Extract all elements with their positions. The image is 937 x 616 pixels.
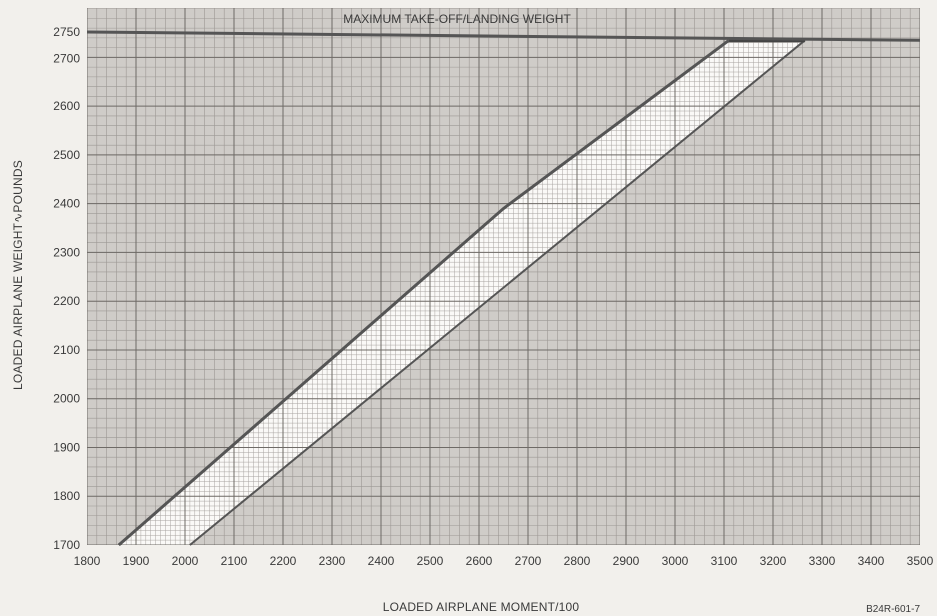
x-tick-label: 3300 xyxy=(809,554,836,568)
x-tick-label: 3000 xyxy=(662,554,689,568)
y-tick-label: 2300 xyxy=(53,245,80,259)
x-tick-label: 2700 xyxy=(515,554,542,568)
x-tick-label: 2100 xyxy=(221,554,248,568)
y-tick-label: 2600 xyxy=(53,99,80,113)
x-tick-label: 3500 xyxy=(907,554,934,568)
max-weight-label: MAXIMUM TAKE-OFF/LANDING WEIGHT xyxy=(343,12,571,26)
x-tick-label: 3400 xyxy=(858,554,885,568)
y-tick-label: 1900 xyxy=(53,440,80,454)
envelope-region xyxy=(118,40,805,545)
x-tick-label: 2200 xyxy=(270,554,297,568)
x-tick-label: 2600 xyxy=(466,554,493,568)
y-axis-ticks: 1700 1800 1900 2000 2100 2200 2300 2400 2500 2600… xyxy=(53,25,80,552)
x-tick-label: 3100 xyxy=(711,554,738,568)
x-axis-title: LOADED AIRPLANE MOMENT/100 xyxy=(383,600,580,614)
max-weight-line xyxy=(86,30,921,42)
y-tick-label: 1800 xyxy=(53,489,80,503)
x-tick-label: 2800 xyxy=(564,554,591,568)
x-tick-label: 2400 xyxy=(368,554,395,568)
y-tick-label: 2200 xyxy=(53,294,80,308)
y-tick-label: 2000 xyxy=(53,392,80,406)
forward-limit-line xyxy=(117,39,730,547)
y-tick-label: 2500 xyxy=(53,148,80,162)
x-tick-label: 2300 xyxy=(319,554,346,568)
x-tick-label: 2500 xyxy=(417,554,444,568)
x-tick-label: 1800 xyxy=(74,554,101,568)
y-tick-label: 2400 xyxy=(53,197,80,211)
y-tick-label: 1700 xyxy=(53,538,80,552)
y-tick-label: 2100 xyxy=(53,343,80,357)
x-axis-ticks: 1800 1900 2000 2100 2200 2300 2400 2500 2600 2700… xyxy=(74,554,934,568)
x-tick-label: 2000 xyxy=(172,554,199,568)
major-grid xyxy=(87,8,920,545)
y-tick-label: 2700 xyxy=(53,51,80,65)
x-tick-label: 1900 xyxy=(123,554,150,568)
aft-limit-line xyxy=(189,39,806,546)
x-tick-label: 3200 xyxy=(760,554,787,568)
y-tick-label: 2750 xyxy=(53,25,80,39)
figure-id: B24R-601-7 xyxy=(866,604,920,615)
x-tick-label: 2900 xyxy=(613,554,640,568)
y-axis-title: LOADED AIRPLANE WEIGHT∿POUNDS xyxy=(11,160,25,390)
